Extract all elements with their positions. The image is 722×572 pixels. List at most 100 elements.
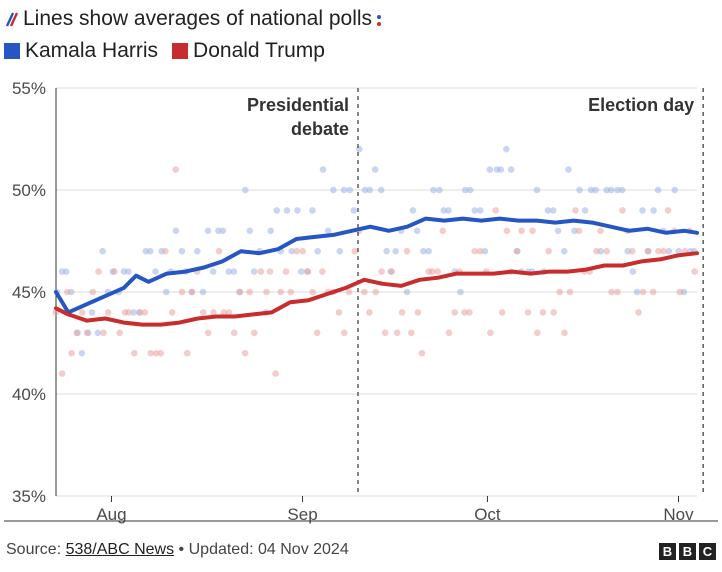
poll-dot-trump xyxy=(556,288,563,296)
two-dots-icon xyxy=(377,15,382,26)
poll-dot-harris xyxy=(592,186,599,194)
poll-dot-harris xyxy=(194,247,201,255)
legend-item-trump: Donald Trump xyxy=(172,39,325,63)
poll-dot-harris xyxy=(94,329,102,337)
poll-dot-trump xyxy=(225,309,233,316)
poll-dot-trump xyxy=(335,309,343,316)
poll-dot-harris xyxy=(466,186,474,194)
poll-dot-trump xyxy=(210,309,217,316)
poll-dot-harris xyxy=(633,288,641,296)
updated-date: Updated: 04 Nov 2024 xyxy=(188,541,349,558)
harris-average-line xyxy=(54,216,699,315)
poll-dot-harris xyxy=(199,288,207,296)
poll-dot-trump xyxy=(282,268,290,275)
election-day-annotation-label: Election day xyxy=(588,95,694,115)
poll-dot-trump xyxy=(89,288,97,296)
poll-dot-trump xyxy=(655,247,662,255)
poll-dot-harris xyxy=(336,247,344,255)
poll-dot-trump xyxy=(152,349,160,357)
poll-dot-trump xyxy=(246,288,253,296)
poll-dot-trump xyxy=(619,207,626,214)
legend-label-trump: Donald Trump xyxy=(193,39,325,62)
poll-dot-harris xyxy=(618,186,626,194)
poll-dot-harris xyxy=(309,207,316,214)
source-link[interactable]: 538/ABC News xyxy=(65,541,175,558)
chart-title: Lines show averages of national polls xyxy=(23,7,373,30)
poll-dot-harris xyxy=(163,288,170,296)
poll-dot-harris xyxy=(565,166,572,173)
poll-dot-trump xyxy=(236,288,244,296)
poll-dot-harris xyxy=(350,207,358,214)
poll-dot-harris xyxy=(366,186,374,194)
poll-dot-trump xyxy=(660,247,667,255)
debate-annotation-label: Presidential xyxy=(247,95,349,115)
poll-dot-harris xyxy=(650,207,657,214)
poll-dot-harris xyxy=(571,227,578,235)
poll-dot-trump xyxy=(277,288,285,296)
poll-dot-harris xyxy=(242,186,249,194)
poll-dot-trump xyxy=(434,268,442,275)
chart-title-row: Lines show averages of national polls xyxy=(4,4,722,34)
poll-dot-trump xyxy=(68,349,75,357)
poll-dot-trump xyxy=(466,309,473,316)
poll-dot-harris xyxy=(288,247,296,255)
poll-dot-trump xyxy=(131,349,138,357)
poll-dot-trump xyxy=(593,247,600,255)
poll-dot-trump xyxy=(503,227,511,235)
poll-dot-harris xyxy=(486,166,494,173)
poll-dot-trump xyxy=(676,288,684,296)
poll-dot-harris xyxy=(445,207,452,214)
poll-dot-harris xyxy=(671,186,678,194)
poll-dots-group xyxy=(52,145,698,377)
poll-dot-trump xyxy=(361,288,368,296)
poll-dot-trump xyxy=(351,247,359,255)
poll-dot-harris xyxy=(298,268,305,275)
poll-dot-trump xyxy=(471,247,479,255)
poll-dot-harris xyxy=(581,207,589,214)
poll-dot-trump xyxy=(381,329,389,337)
poll-dot-harris xyxy=(273,207,281,214)
poll-dot-trump xyxy=(293,247,301,255)
poll-dot-trump xyxy=(157,349,165,357)
poll-dot-trump xyxy=(199,309,207,316)
poll-dot-trump xyxy=(309,288,317,296)
poll-dot-harris xyxy=(178,247,186,255)
poll-dot-trump xyxy=(287,288,295,296)
y-tick-label: 55% xyxy=(12,79,46,98)
y-tick-label: 35% xyxy=(12,487,46,506)
poll-dot-harris xyxy=(130,309,137,316)
bbc-logo-letter-1: B xyxy=(659,543,676,560)
poll-dot-trump xyxy=(188,288,196,296)
poll-dot-trump xyxy=(492,207,500,214)
poll-dot-harris xyxy=(356,145,363,153)
poll-dot-trump xyxy=(100,329,107,337)
poll-dot-harris xyxy=(152,268,159,275)
poll-dot-trump xyxy=(366,309,373,316)
poll-dot-trump xyxy=(341,329,348,337)
poll-dot-harris xyxy=(219,227,227,235)
bbc-logo-letter-2: B xyxy=(679,543,696,560)
poll-dot-harris xyxy=(409,207,417,214)
poll-dot-trump xyxy=(513,247,521,255)
poll-dot-trump xyxy=(111,268,118,275)
debate-annotation-label: debate xyxy=(291,119,349,139)
x-tick-label: Sep xyxy=(287,505,317,524)
poll-dot-harris xyxy=(430,186,437,194)
poll-dot-trump xyxy=(451,309,459,316)
poll-dot-trump xyxy=(403,247,411,255)
poll-dot-harris xyxy=(425,247,432,255)
poll-dot-trump xyxy=(204,329,212,337)
poll-dot-harris xyxy=(330,186,337,194)
x-tick-label: Nov xyxy=(663,505,694,524)
poll-dot-trump xyxy=(78,309,86,316)
poll-dot-harris xyxy=(477,207,484,214)
poll-dot-harris xyxy=(639,207,646,214)
poll-dot-trump xyxy=(639,288,647,296)
poll-dot-trump xyxy=(83,329,91,337)
poll-dot-harris xyxy=(576,186,583,194)
chart-header: Lines show averages of national polls Ka… xyxy=(4,4,722,68)
poll-dot-harris xyxy=(209,268,217,275)
y-tick-label: 50% xyxy=(12,181,46,200)
poll-dot-trump xyxy=(263,288,270,296)
poll-dot-harris xyxy=(371,166,379,173)
